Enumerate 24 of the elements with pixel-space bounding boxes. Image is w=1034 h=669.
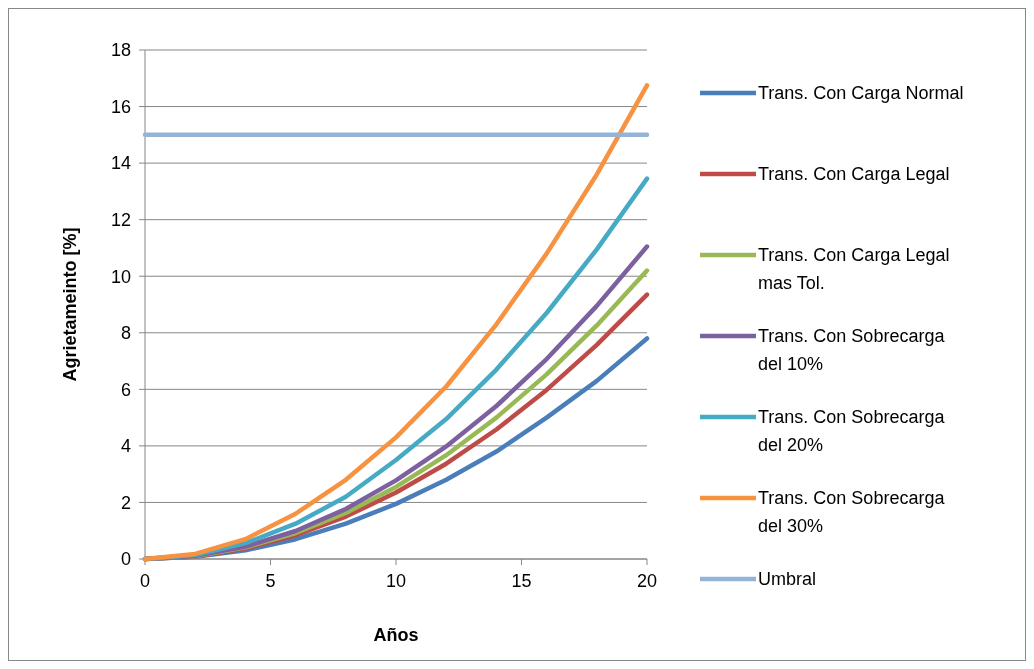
x-axis-title: Años	[373, 625, 419, 645]
y-axis-title: Agrietameinto [%]	[60, 227, 80, 382]
x-tick-label: 20	[636, 571, 658, 591]
legend-label: Trans. Con Sobrecarga del 10%	[758, 326, 946, 375]
y-tick-label: 10	[110, 266, 131, 287]
legend-label: Trans. Con Sobrecarga del 30%	[758, 488, 946, 537]
y-tick-label: 14	[110, 153, 131, 174]
y-tick-label: 6	[120, 379, 131, 400]
x-tick-label: 0	[139, 571, 151, 591]
legend-label: Trans. Con Carga Legal	[758, 164, 950, 185]
y-tick-label: 12	[110, 209, 131, 230]
legend-label: Trans. Con Sobrecarga del 20%	[758, 407, 946, 456]
y-tick-label: 16	[110, 96, 131, 117]
x-tick-label: 15	[511, 571, 532, 591]
y-tick-label: 2	[120, 492, 131, 513]
x-tick-label: 5	[265, 571, 276, 591]
y-tick-label: 0	[120, 549, 131, 570]
legend-label: Trans. Con Carga Normal	[758, 83, 964, 104]
x-tick-label: 10	[385, 571, 407, 591]
y-tick-label: 18	[110, 40, 131, 61]
y-tick-label: 4	[120, 436, 131, 457]
legend-label: Trans. Con Carga Legal mas Tol.	[758, 245, 950, 294]
legend-label: Umbral	[758, 569, 817, 590]
y-tick-label: 8	[120, 323, 131, 344]
